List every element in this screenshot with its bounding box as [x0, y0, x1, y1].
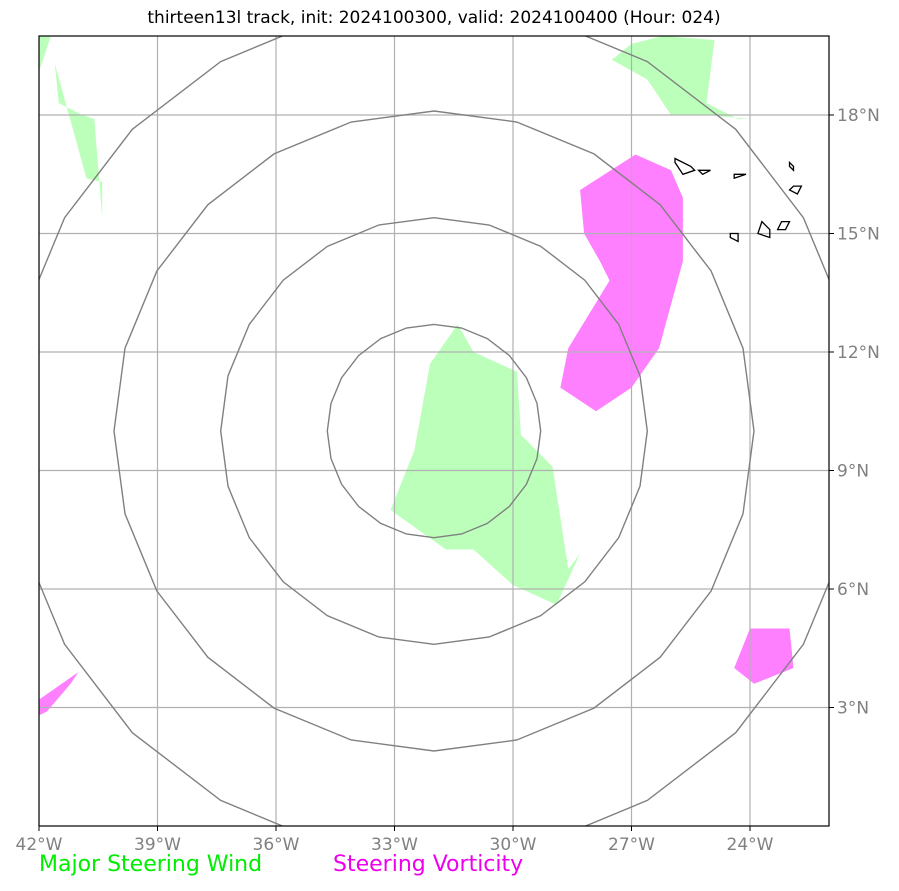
island-outline-1	[697, 169, 711, 176]
steering-vorticity-region-4	[560, 154, 683, 412]
lat-tick-label: 18°N	[837, 106, 880, 126]
steering-wind-region-2	[39, 36, 51, 72]
lon-tick-label: 42°W	[16, 835, 63, 855]
lon-tick-label: 33°W	[371, 835, 418, 855]
lat-tick-label: 6°N	[837, 580, 869, 600]
lat-lon-grid	[39, 36, 829, 826]
lat-tick-label: 15°N	[837, 225, 880, 245]
range-ring-2	[219, 216, 649, 646]
lat-tick-label: 12°N	[837, 343, 880, 363]
range-ring-3	[113, 110, 755, 752]
coastlines	[674, 157, 803, 243]
axis-ticks: 42°W 39°W 36°W 33°W 30°W 27°W 24°W 3°N 6°N 9°N 12°…	[16, 106, 880, 855]
island-outline-0	[674, 157, 696, 176]
steering-wind-region-3	[611, 36, 750, 119]
island-outline-4	[788, 185, 803, 195]
steering-wind-region-1	[54, 63, 103, 218]
island-outline-6	[757, 220, 771, 239]
lat-tick-label: 9°N	[837, 462, 869, 482]
legend-major-steering-wind: Major Steering Wind	[39, 852, 263, 877]
lon-tick-label: 39°W	[134, 835, 181, 855]
legend-steering-vorticity: Steering Vorticity	[333, 852, 524, 877]
lon-tick-label: 27°W	[608, 835, 655, 855]
lat-tick-label: 3°N	[837, 699, 869, 719]
steering-wind-region-0	[390, 324, 581, 605]
lon-tick-label: 30°W	[490, 835, 537, 855]
island-outline-7	[776, 220, 791, 231]
island-outline-3	[788, 160, 795, 172]
steering-regions	[39, 36, 794, 716]
range-rings	[39, 36, 829, 826]
range-ring-1	[326, 323, 542, 539]
range-ring-4	[39, 36, 829, 826]
lon-tick-label: 36°W	[253, 835, 300, 855]
plot-frame	[38, 35, 830, 827]
island-outline-5	[729, 232, 739, 243]
steering-vorticity-region-6	[734, 628, 794, 684]
island-outline-2	[733, 173, 747, 180]
map-title: thirteen13l track, init: 2024100300, val…	[147, 8, 721, 28]
lon-tick-label: 24°W	[727, 835, 774, 855]
steering-vorticity-region-5	[39, 672, 79, 716]
